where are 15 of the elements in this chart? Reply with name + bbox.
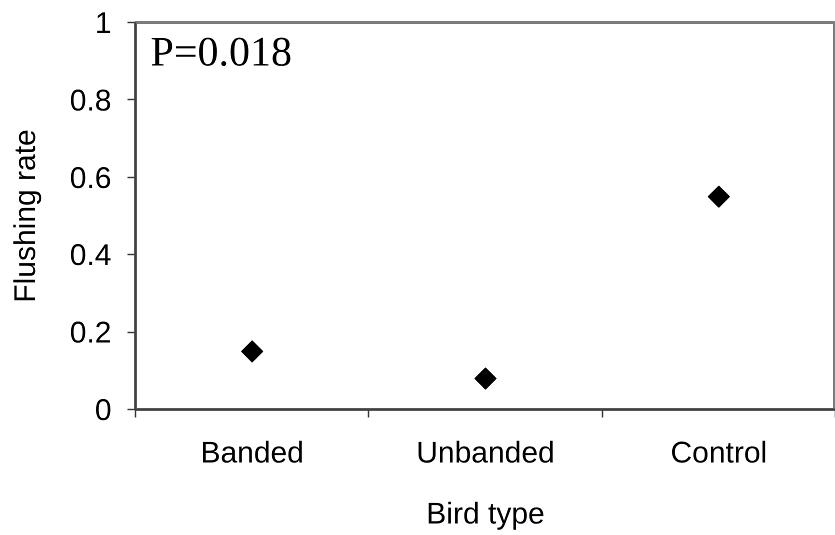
y-axis-title: Flushing rate bbox=[8, 129, 42, 303]
y-tick-label: 0.8 bbox=[70, 84, 112, 118]
point bbox=[474, 367, 497, 390]
y-tick-label: 0.2 bbox=[70, 316, 112, 350]
point bbox=[708, 186, 730, 208]
x-axis-title: Bird type bbox=[426, 498, 545, 530]
x-tick-label: Control bbox=[670, 436, 768, 470]
y-tick-label: 0.6 bbox=[70, 162, 112, 195]
x-tick-label: Unbanded bbox=[416, 436, 555, 470]
x-tick-label: Banded bbox=[200, 436, 304, 470]
point bbox=[241, 340, 264, 363]
y-tick-label: 0 bbox=[94, 394, 112, 427]
annotation: P=0.018 bbox=[150, 30, 292, 76]
y-tick-label: 0.4 bbox=[70, 239, 112, 272]
y-tick-label: 1 bbox=[94, 7, 112, 40]
